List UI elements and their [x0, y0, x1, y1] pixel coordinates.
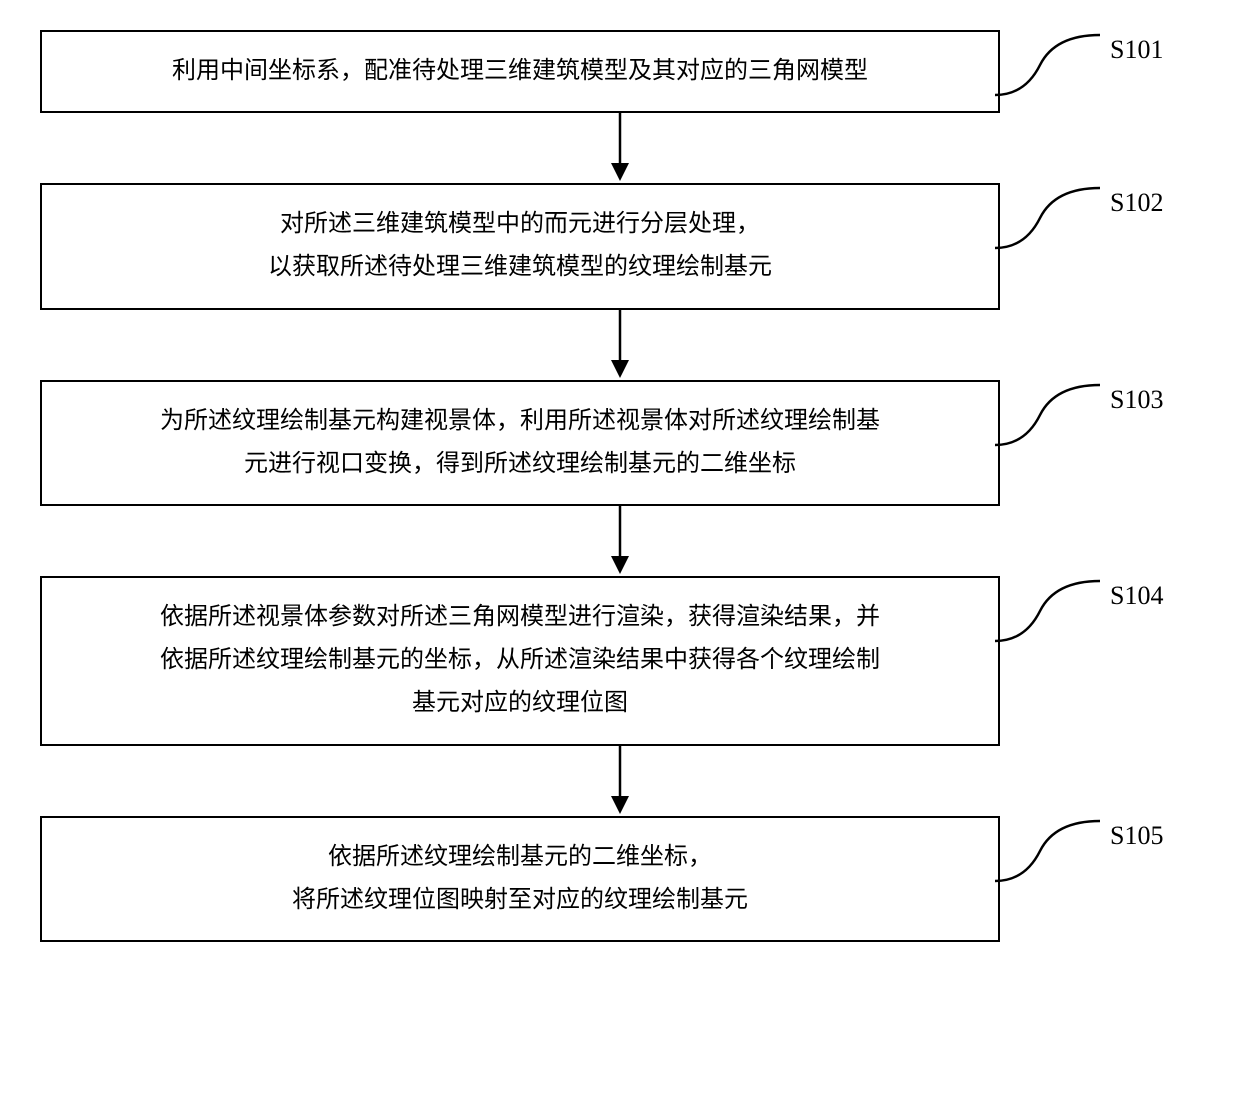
arrow-down-icon [600, 746, 640, 816]
step-row-2: 对所述三维建筑模型中的而元进行分层处理， 以获取所述待处理三维建筑模型的纹理绘制… [40, 183, 1200, 309]
step-box-3: 为所述纹理绘制基元构建视景体，利用所述视景体对所述纹理绘制基 元进行视口变换，得… [40, 380, 1000, 506]
curve-icon [990, 375, 1110, 455]
arrow-container-1 [140, 113, 1100, 183]
curve-icon [990, 811, 1110, 891]
curve-icon [990, 25, 1110, 105]
step-label-1: S101 [1110, 35, 1163, 65]
step-box-4: 依据所述视景体参数对所述三角网模型进行渲染，获得渲染结果，并 依据所述纹理绘制基… [40, 576, 1000, 746]
step-label-4: S104 [1110, 581, 1163, 611]
arrow-down-icon [600, 310, 640, 380]
label-container-3: S103 [990, 380, 1190, 450]
step-row-3: 为所述纹理绘制基元构建视景体，利用所述视景体对所述纹理绘制基 元进行视口变换，得… [40, 380, 1200, 506]
curve-icon [990, 178, 1110, 258]
step-box-5: 依据所述纹理绘制基元的二维坐标， 将所述纹理位图映射至对应的纹理绘制基元 [40, 816, 1000, 942]
step-text-1: 利用中间坐标系，配准待处理三维建筑模型及其对应的三角网模型 [172, 50, 868, 93]
step-label-5: S105 [1110, 821, 1163, 851]
arrow-container-4 [140, 746, 1100, 816]
curve-icon [990, 571, 1110, 651]
step-row-5: 依据所述纹理绘制基元的二维坐标， 将所述纹理位图映射至对应的纹理绘制基元 S10… [40, 816, 1200, 942]
step-label-2: S102 [1110, 188, 1163, 218]
flowchart-container: 利用中间坐标系，配准待处理三维建筑模型及其对应的三角网模型 S101 对所述三维… [40, 30, 1200, 942]
arrow-down-icon [600, 113, 640, 183]
step-text-4: 依据所述视景体参数对所述三角网模型进行渲染，获得渲染结果，并 依据所述纹理绘制基… [160, 596, 880, 726]
step-box-1: 利用中间坐标系，配准待处理三维建筑模型及其对应的三角网模型 [40, 30, 1000, 113]
step-text-5: 依据所述纹理绘制基元的二维坐标， 将所述纹理位图映射至对应的纹理绘制基元 [292, 836, 748, 922]
arrow-container-3 [140, 506, 1100, 576]
step-label-3: S103 [1110, 385, 1163, 415]
label-container-2: S102 [990, 183, 1190, 253]
arrow-container-2 [140, 310, 1100, 380]
step-text-3: 为所述纹理绘制基元构建视景体，利用所述视景体对所述纹理绘制基 元进行视口变换，得… [160, 400, 880, 486]
step-row-4: 依据所述视景体参数对所述三角网模型进行渲染，获得渲染结果，并 依据所述纹理绘制基… [40, 576, 1200, 746]
label-container-1: S101 [990, 30, 1190, 100]
arrow-down-icon [600, 506, 640, 576]
label-container-4: S104 [990, 576, 1190, 646]
step-text-2: 对所述三维建筑模型中的而元进行分层处理， 以获取所述待处理三维建筑模型的纹理绘制… [268, 203, 772, 289]
label-container-5: S105 [990, 816, 1190, 886]
step-row-1: 利用中间坐标系，配准待处理三维建筑模型及其对应的三角网模型 S101 [40, 30, 1200, 113]
step-box-2: 对所述三维建筑模型中的而元进行分层处理， 以获取所述待处理三维建筑模型的纹理绘制… [40, 183, 1000, 309]
